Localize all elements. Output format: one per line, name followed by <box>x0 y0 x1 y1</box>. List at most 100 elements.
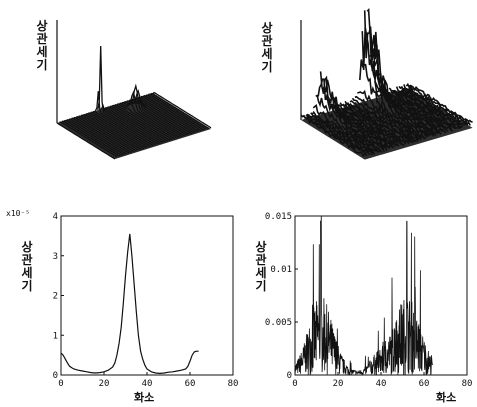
mesh-line <box>116 103 176 140</box>
mesh-line <box>145 94 205 131</box>
mesh-line <box>395 86 461 130</box>
mesh-line <box>64 119 123 157</box>
x-tick-label: 80 <box>462 379 473 389</box>
z-axis-label: 상관 세기 <box>36 19 48 72</box>
mesh-line <box>138 96 197 133</box>
mesh-line <box>78 115 137 152</box>
mesh-line <box>71 117 130 154</box>
mesh-line <box>83 113 142 151</box>
x-tick-label: 40 <box>376 379 387 389</box>
y-tick-label: 3 <box>53 252 58 262</box>
x-tick-label: 60 <box>419 379 430 389</box>
y-scale-label: x10⁻⁵ <box>6 209 31 218</box>
mesh-line <box>61 120 121 157</box>
mesh-line <box>68 118 128 155</box>
y-tick-label: 0 <box>287 371 292 381</box>
mesh-line <box>94 91 154 147</box>
y-tick-label: 0 <box>53 371 58 381</box>
axis-ticks: 0 20 40 60 80 0 1 2 3 4 <box>53 212 239 389</box>
mesh-line <box>136 97 195 134</box>
plot-frame <box>60 215 234 376</box>
x-tick-label: 20 <box>99 379 110 389</box>
mesh-line <box>400 86 466 126</box>
series <box>60 233 199 375</box>
mesh-line <box>366 7 432 137</box>
correlation-line <box>60 233 199 375</box>
mesh-line <box>102 107 161 145</box>
mesh-line <box>112 104 171 142</box>
correlation-line <box>294 215 433 376</box>
plot-svg: 0 20 40 60 80 0 0.005 0.01 0.015 <box>265 212 473 389</box>
mesh-line <box>133 98 193 135</box>
mesh-line <box>405 82 471 126</box>
y-tick-label: 0.015 <box>265 212 292 222</box>
surface-svg <box>56 20 212 160</box>
y-tick-label: 4 <box>53 212 58 222</box>
mesh-line <box>383 91 449 132</box>
mesh-line <box>66 119 125 156</box>
surface-base <box>57 93 211 159</box>
x-axis-label: 화소 <box>436 391 457 404</box>
mesh-line <box>99 103 159 145</box>
surface-plot-two-peaks: 상관 세기 <box>240 0 477 190</box>
y-tick-label: 1 <box>53 331 58 341</box>
mesh-line <box>376 88 442 135</box>
mesh-line <box>305 113 371 156</box>
mesh-line <box>85 113 145 150</box>
mesh-line <box>107 106 166 143</box>
mesh-line <box>126 89 185 137</box>
line-plot-single-peak: x10⁻⁵ 상관 세기 0 20 40 60 80 0 1 2 3 4 화소 <box>0 195 240 407</box>
axis-ticks: 0 20 40 60 80 0 0.005 0.01 0.015 <box>265 212 473 389</box>
mesh-line <box>346 102 412 143</box>
mesh-line <box>388 87 453 132</box>
x-tick-label: 80 <box>228 379 239 389</box>
mesh-line <box>403 84 469 126</box>
x-tick-label: 60 <box>185 379 196 389</box>
surface-mesh <box>56 45 212 160</box>
mesh-line <box>104 107 164 144</box>
line-plot-noisy: 상관 세기 0 20 40 60 80 0 0.005 0.01 0.015 화소 <box>240 195 477 407</box>
mesh-line <box>152 92 212 129</box>
mesh-line <box>300 114 366 157</box>
mesh-line <box>148 93 207 130</box>
mesh-line <box>119 102 178 139</box>
x-axis-label: 화소 <box>134 391 155 404</box>
mesh-line <box>59 121 118 158</box>
surface-plot-single-peak: 상관 세기 <box>0 0 240 190</box>
mesh-line <box>88 112 147 149</box>
mesh-line <box>349 100 414 143</box>
y-tick-label: 0.01 <box>270 265 292 275</box>
mesh-line <box>140 95 200 133</box>
y-tick-label: 0.005 <box>265 318 292 328</box>
mesh-line <box>334 104 400 147</box>
mesh-line <box>90 111 149 148</box>
mesh-line <box>121 90 181 139</box>
x-tick-label: 20 <box>333 379 344 389</box>
mesh-line <box>92 110 152 148</box>
mesh-line <box>408 84 473 123</box>
mesh-line <box>114 104 173 141</box>
mesh-line <box>97 45 157 146</box>
mesh-line <box>359 59 424 138</box>
y-tick-label: 2 <box>53 292 58 302</box>
mesh-line <box>109 105 169 142</box>
mesh-line <box>371 66 437 137</box>
series <box>294 215 433 376</box>
z-axis-label: 상관 세기 <box>261 21 273 74</box>
plot-svg: 0 20 40 60 80 0 1 2 3 4 <box>53 212 239 389</box>
mesh-line <box>56 122 116 160</box>
x-tick-label: 0 <box>292 379 297 389</box>
mesh-line <box>369 34 435 137</box>
y-axis-label: 상관 세기 <box>21 240 33 293</box>
mesh-line <box>310 110 376 155</box>
mesh-line <box>73 116 133 154</box>
mesh-line <box>150 92 209 130</box>
surface-mesh <box>300 7 473 160</box>
mesh-line <box>143 95 202 132</box>
mesh-line <box>76 116 135 153</box>
x-tick-label: 0 <box>58 379 63 389</box>
y-axis-label: 상관 세기 <box>255 240 267 293</box>
x-tick-label: 40 <box>142 379 153 389</box>
mesh-line <box>398 85 464 129</box>
